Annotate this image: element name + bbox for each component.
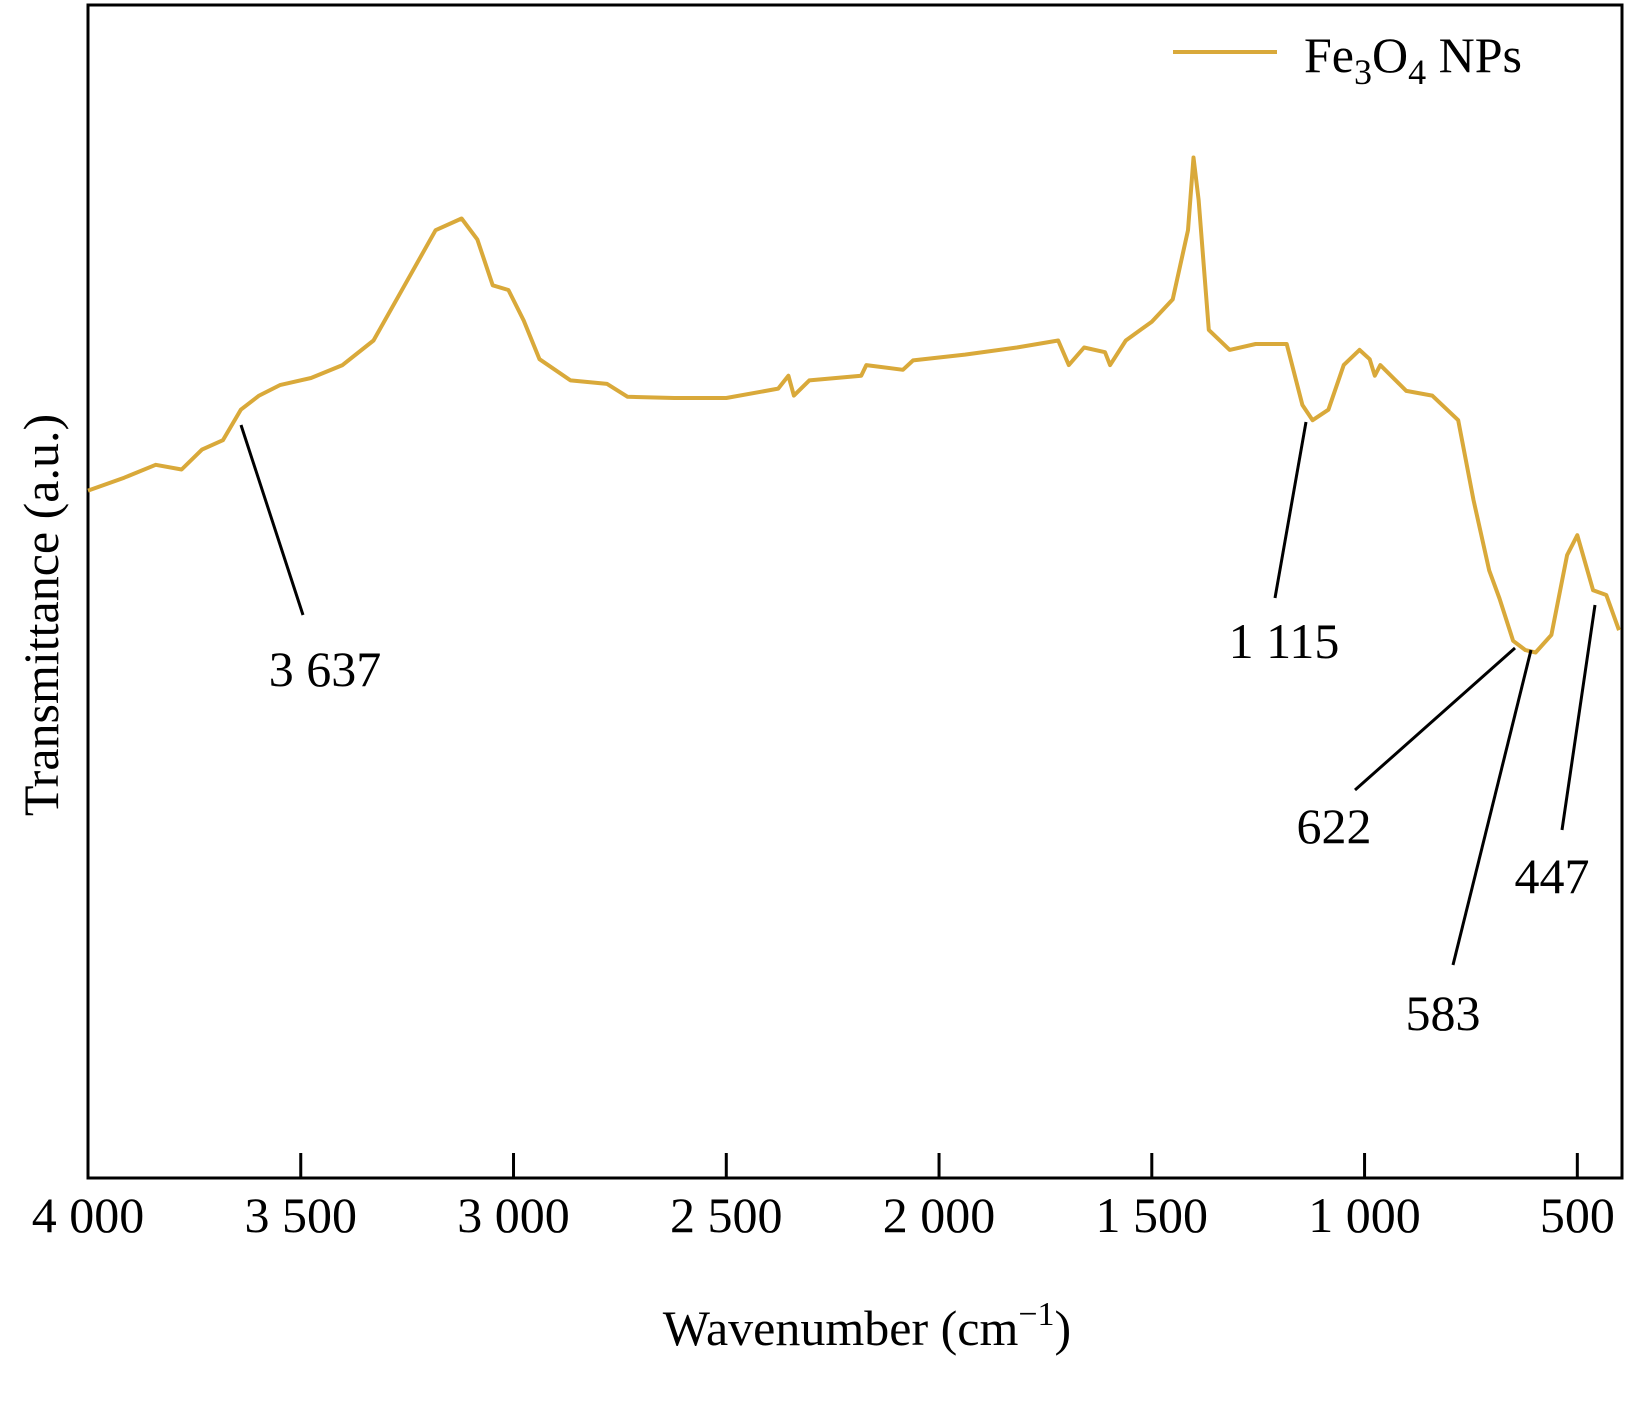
annotation-leader [1451,649,1533,966]
legend-label: Fe3O4 NPs [1304,27,1522,92]
annotation-leader [1560,604,1597,831]
plot-frame [86,3,1624,1180]
x-tick-label: 3 500 [245,1187,358,1243]
x-tick-label: 500 [1540,1187,1615,1243]
annotation-leader [1273,421,1308,599]
annotation-label: 447 [1515,848,1590,904]
x-tick-label: 2 500 [670,1187,783,1243]
x-tick-label: 3 000 [457,1187,570,1243]
annotation-label: 3 637 [269,641,382,697]
x-tick-label: 1 000 [1308,1187,1421,1243]
annotation-leader [1354,646,1516,792]
y-axis-label: Transmittance (a.u.) [13,414,69,816]
x-tick-label: 1 500 [1096,1187,1209,1243]
x-tick-label: 2 000 [883,1187,996,1243]
annotation-leader [239,424,305,616]
annotation-label: 1 115 [1229,613,1340,669]
data-line [87,155,1621,655]
annotation-label: 583 [1406,985,1481,1041]
x-tick-label: 4 000 [32,1187,145,1243]
x-axis-label: Wavenumber (cm−1) [663,1296,1071,1356]
annotation-label: 622 [1297,798,1372,854]
